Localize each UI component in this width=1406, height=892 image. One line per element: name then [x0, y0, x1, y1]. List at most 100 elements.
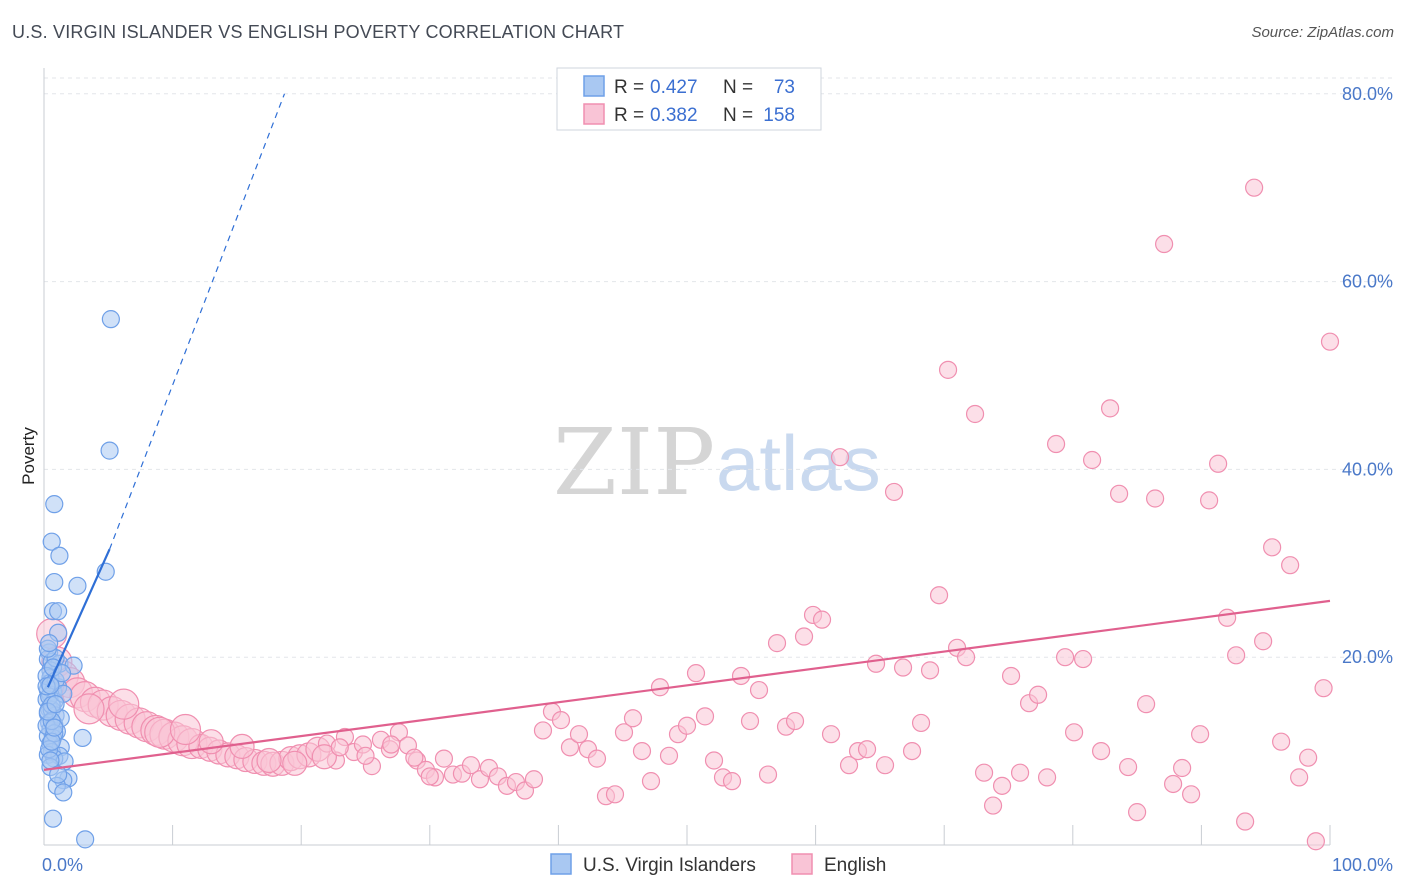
point-english-132 [1218, 608, 1237, 627]
point-english-114 [1055, 648, 1075, 667]
point-english-73 [686, 664, 706, 683]
point-virgin-islanders-71 [41, 676, 60, 695]
point-english-81 [758, 765, 778, 784]
point-english-148 [169, 713, 202, 746]
point-english-90 [839, 756, 859, 775]
point-virgin-islanders-2 [45, 495, 64, 514]
watermark-zip: ZIP [553, 409, 715, 516]
point-english-104 [965, 404, 985, 424]
legend-n-label-1: N = [723, 77, 753, 98]
point-english-108 [1001, 666, 1021, 686]
point-english-113 [1046, 434, 1066, 454]
point-virgin-islanders-48 [43, 809, 63, 828]
point-english-122 [1127, 803, 1147, 822]
point-virgin-islanders-9 [49, 602, 68, 621]
point-english-82 [767, 634, 787, 653]
point-english-141 [1299, 748, 1318, 767]
trend-lines [43, 93, 1331, 771]
point-english-89 [830, 448, 850, 467]
point-english-58 [551, 711, 571, 730]
point-english-125 [1155, 234, 1174, 254]
point-virgin-islanders-65 [40, 634, 59, 653]
legend-r-value-2: 0.382 [650, 105, 698, 126]
point-english-150 [229, 733, 255, 760]
point-english-60 [569, 725, 589, 744]
point-english-120 [1109, 484, 1129, 503]
point-english-55 [524, 770, 544, 789]
point-english-56 [533, 721, 553, 740]
point-english-88 [821, 725, 841, 744]
series-legend-label-virgin-islanders: U.S. Virgin Islanders [583, 855, 756, 876]
point-english-142 [1306, 832, 1325, 851]
point-english-77 [722, 772, 742, 791]
point-english-154 [330, 738, 349, 757]
point-english-130 [1200, 491, 1219, 510]
point-english-45 [434, 749, 454, 768]
point-english-78 [731, 666, 751, 686]
series-legend-swatch-english [791, 853, 813, 875]
point-virgin-islanders-68 [46, 695, 65, 714]
point-english-156 [382, 735, 401, 754]
point-english-75 [704, 751, 724, 770]
point-virgin-islanders-3 [42, 532, 61, 551]
legend-r-value-1: 0.427 [650, 77, 698, 98]
y-tick-label-60: 60.0% [1342, 272, 1393, 292]
point-english-133 [1227, 646, 1246, 665]
point-english-121 [1118, 757, 1138, 777]
point-english-65 [614, 723, 634, 742]
point-english-103 [956, 648, 976, 667]
watermark-atlas: atlas [716, 419, 881, 507]
point-english-124 [1146, 489, 1165, 508]
point-english-68 [641, 772, 661, 791]
point-english-139 [1281, 556, 1300, 575]
point-virgin-islanders-72 [45, 718, 64, 737]
legend-r-label-2: R = [614, 105, 644, 126]
point-english-79 [740, 711, 760, 731]
source-credit: Source: ZipAtlas.com [1251, 24, 1394, 41]
point-english-106 [983, 796, 1003, 815]
point-english-101 [938, 360, 958, 379]
x-tick-label-100: 100.0% [1332, 855, 1393, 875]
trend-line-dashed-virgin-islanders [109, 93, 286, 550]
point-english-157 [405, 748, 424, 767]
point-english-129 [1191, 725, 1210, 744]
point-english-72 [677, 716, 697, 735]
y-axis-label: Poverty [19, 427, 38, 485]
grid-lines [44, 77, 1392, 658]
point-english-140 [1290, 768, 1309, 787]
point-english-137 [1263, 538, 1282, 557]
point-english-155 [356, 746, 375, 765]
point-english-99 [920, 661, 940, 680]
point-virgin-islanders-6 [45, 572, 64, 592]
point-virgin-islanders-64 [49, 765, 68, 784]
point-english-74 [695, 707, 715, 726]
point-english-123 [1137, 695, 1156, 714]
point-english-80 [749, 680, 769, 700]
point-english-96 [893, 658, 913, 677]
point-english-67 [632, 741, 652, 761]
point-english-95 [884, 482, 904, 502]
point-english-87 [812, 610, 832, 629]
point-english-126 [1164, 774, 1183, 794]
point-english-92 [857, 740, 877, 759]
point-english-97 [902, 741, 922, 761]
point-english-138 [1272, 732, 1291, 751]
point-english-112 [1037, 768, 1057, 787]
point-english-93 [866, 654, 886, 673]
point-english-136 [1254, 632, 1273, 651]
y-tick-label-20: 20.0% [1342, 647, 1393, 667]
point-english-62 [587, 749, 607, 768]
point-virgin-islanders-49 [76, 830, 95, 849]
legend-n-value-2: 158 [763, 105, 795, 126]
point-english-134 [1236, 812, 1255, 831]
point-english-158 [420, 767, 439, 786]
point-virgin-islanders-0 [101, 310, 120, 329]
x-tick-label-0: 0.0% [42, 855, 83, 875]
point-english-143 [1314, 679, 1333, 698]
point-english-85 [794, 627, 814, 646]
point-english-64 [605, 785, 625, 804]
series-legend-swatch-virgin-islanders [550, 853, 572, 875]
point-english-153 [311, 744, 337, 770]
point-english-127 [1173, 758, 1192, 778]
